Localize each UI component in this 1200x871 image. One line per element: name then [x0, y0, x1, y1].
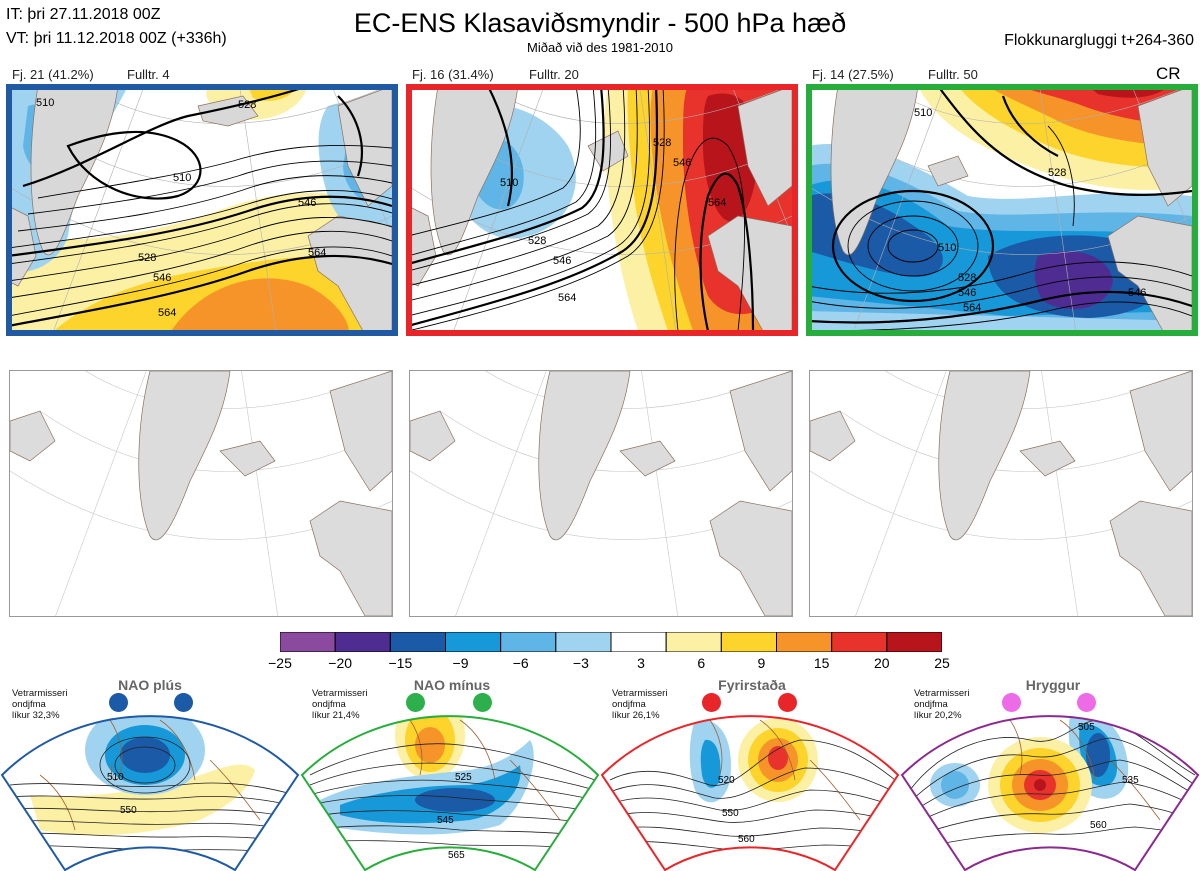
regime-2-dot-left: [406, 693, 425, 712]
regime-4-dot-right: [1077, 693, 1096, 712]
cluster-map-3: 510 528 546 510 528 546 564: [808, 86, 1192, 331]
contour-label: 510: [173, 172, 191, 184]
regime-map-1: 510 550: [0, 680, 300, 871]
colorbar-tick-label: −6: [512, 655, 529, 671]
contour-label: 550: [722, 808, 739, 819]
contour-label: 546: [673, 157, 691, 169]
init-time: IT: þri 27.11.2018 00Z: [6, 6, 161, 23]
cluster-3-frame: [806, 84, 1198, 336]
base-map-3: [809, 370, 1193, 617]
colorbar-tick-label: −20: [328, 655, 353, 671]
colorbar-segment: [831, 631, 888, 653]
regime-map-4: 505 535 560: [900, 680, 1200, 871]
contour-label: 565: [448, 850, 465, 861]
regime-map-2: 525 545 565: [300, 680, 600, 871]
contour-label: 564: [558, 292, 576, 304]
contour-label: 550: [120, 805, 137, 816]
colorbar-segment: [665, 631, 722, 653]
colorbar-tick-label: 3: [637, 655, 645, 671]
colorbar-segment: [555, 631, 612, 653]
regime-4-note: Vetrarmisseri ondjfma líkur 20,2%: [914, 688, 970, 721]
cluster-map-1: 510 528 546 564 528 546 564 510: [8, 86, 392, 331]
page-subtitle: Miðað við des 1981-2010: [527, 40, 673, 55]
colorbar-segment: [720, 631, 778, 653]
cluster-2-frame: [406, 84, 798, 336]
regime-4-title: Hryggur: [1025, 677, 1081, 693]
base-map-1: [9, 370, 393, 617]
regime-1-note: Vetrarmisseri ondjfma líkur 32,3%: [12, 688, 68, 721]
contour-label: 510: [500, 177, 518, 189]
colorbar-segment: [334, 631, 391, 653]
contour-label: 510: [36, 97, 54, 109]
contour-label: 546: [958, 287, 976, 299]
contour-label: 528: [653, 137, 671, 149]
contour-label: 510: [938, 242, 956, 254]
contour-label: 528: [528, 235, 546, 247]
regime-1-title: NAO plús: [118, 677, 182, 693]
colorbar-tick-label: 6: [697, 655, 706, 671]
colorbar-tick-label: 25: [934, 655, 950, 671]
colorbar-tick-label: −15: [388, 655, 413, 671]
colorbar-segment: [389, 631, 447, 653]
contour-label: 510: [107, 772, 124, 783]
colorbar-tick-label: −9: [452, 655, 469, 671]
regime-2-note: Vetrarmisseri ondjfma líkur 21,4%: [312, 688, 368, 721]
classification-window: Flokkunargluggi t+264-360: [1004, 32, 1194, 49]
contour-label: 560: [1090, 820, 1107, 831]
base-map-2: [409, 370, 793, 617]
regime-2-title: NAO mínus: [413, 677, 491, 693]
regime-1-dot-left: [109, 693, 128, 712]
contour-label: 546: [553, 255, 571, 267]
colorbar-tick-label: 15: [813, 655, 830, 671]
colorbar-tick-label: 20: [874, 655, 890, 671]
cluster-2-label: Fj. 16 (31.4%): [412, 67, 494, 82]
cluster-map-2: 528 546 564 510 528 546 564: [408, 86, 792, 331]
contour-label: 525: [455, 772, 472, 783]
contour-label: 510: [914, 107, 932, 119]
colorbar-segment: [445, 631, 502, 653]
regime-2-dot-right: [473, 693, 492, 712]
regime-3-title: Fyrirstaða: [718, 677, 786, 693]
regime-map-3: 520 550 560: [600, 680, 900, 871]
colorbar-segment: [500, 631, 557, 653]
contour-label: 528: [1048, 167, 1066, 179]
colorbar-tick-label: −3: [572, 655, 589, 671]
colorbar-segment: [610, 631, 667, 653]
colorbar: [279, 631, 943, 653]
colorbar-segment: [776, 631, 833, 653]
page-title: EC-ENS Klasaviðsmyndir - 500 hPa hæð: [353, 8, 847, 38]
regime-3-dot-right: [778, 693, 797, 712]
colorbar-segment: [279, 631, 336, 653]
colorbar-segment: [886, 631, 943, 653]
valid-time: VT: þri 11.12.2018 00Z (+336h): [6, 30, 227, 47]
cluster-2-rep: Fulltr. 20: [529, 67, 579, 82]
colorbar-tick-label: −25: [268, 655, 292, 671]
contour-label: 546: [298, 197, 316, 209]
contour-label: 528: [138, 252, 156, 264]
contour-label: 528: [958, 272, 976, 284]
contour-label: 564: [963, 302, 981, 314]
contour-label: 564: [158, 307, 176, 319]
cluster-1-rep: Fulltr. 4: [127, 67, 170, 82]
cluster-3-rep: Fulltr. 50: [928, 67, 978, 82]
contour-label: 546: [153, 272, 171, 284]
regime-4-dot-left: [1002, 693, 1021, 712]
regime-3-note: Vetrarmisseri ondjfma líkur 26,1%: [612, 688, 668, 721]
contour-label: 520: [718, 775, 735, 786]
contour-label: 564: [308, 247, 326, 259]
contour-label: 560: [738, 834, 755, 845]
colorbar-tick-label: 9: [757, 655, 766, 671]
contour-label: 546: [1128, 287, 1146, 299]
contour-label: 528: [238, 99, 256, 111]
cluster-3-label: Fj. 14 (27.5%): [812, 67, 894, 82]
contour-label: 505: [1078, 722, 1095, 733]
cluster-1-frame: [6, 84, 398, 336]
cluster-3-tag: CR: [1156, 64, 1181, 83]
regime-1-dot-right: [174, 693, 193, 712]
contour-label: 564: [708, 197, 726, 209]
contour-label: 545: [437, 815, 454, 826]
regime-3-dot-left: [702, 693, 721, 712]
contour-label: 535: [1122, 775, 1139, 786]
cluster-1-label: Fj. 21 (41.2%): [12, 67, 94, 82]
